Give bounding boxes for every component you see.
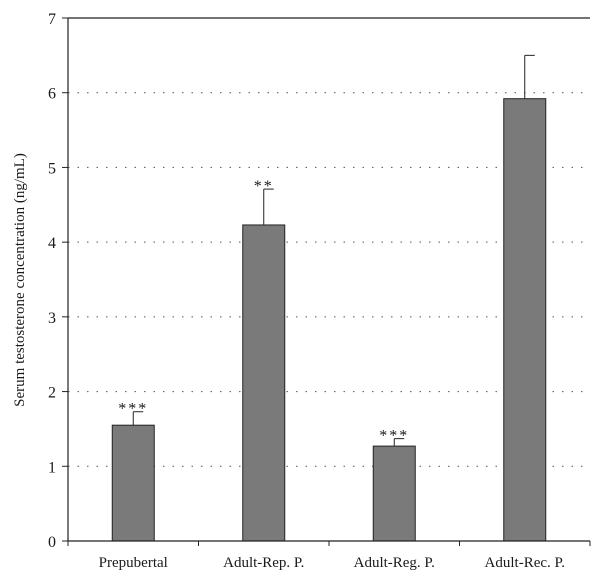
bar [242, 224, 286, 542]
bar [111, 424, 155, 542]
x-tick-label: Adult-Rep. P. [223, 555, 304, 571]
y-tick-label: 7 [48, 11, 56, 28]
gridlines [68, 92, 590, 467]
y-tick-label: 4 [48, 235, 56, 252]
significance-label: ** [254, 178, 274, 195]
significance-label: *** [118, 401, 148, 418]
y-tick-label: 2 [48, 385, 56, 402]
y-axis-label: Serum testosterone concentration (ng/mL) [12, 153, 28, 407]
x-tick-label: Adult-Rec. P. [485, 555, 565, 571]
bar [372, 445, 416, 542]
y-tick-label: 6 [48, 86, 56, 103]
y-tick-label: 5 [48, 160, 56, 177]
bar [503, 98, 547, 542]
x-tick-label: Adult-Reg. P. [354, 555, 435, 571]
y-tick-label: 0 [48, 534, 56, 551]
significance-label: *** [379, 428, 409, 445]
y-ticks: 0 1 2 3 4 5 6 7 [48, 11, 68, 551]
y-tick-label: 3 [48, 310, 56, 327]
x-tick-label: Prepubertal [99, 555, 168, 571]
x-tick-labels: Prepubertal Adult-Rep. P. Adult-Reg. P. Adu… [67, 541, 591, 571]
y-tick-label: 1 [48, 459, 56, 476]
bars: ******** [111, 54, 547, 542]
